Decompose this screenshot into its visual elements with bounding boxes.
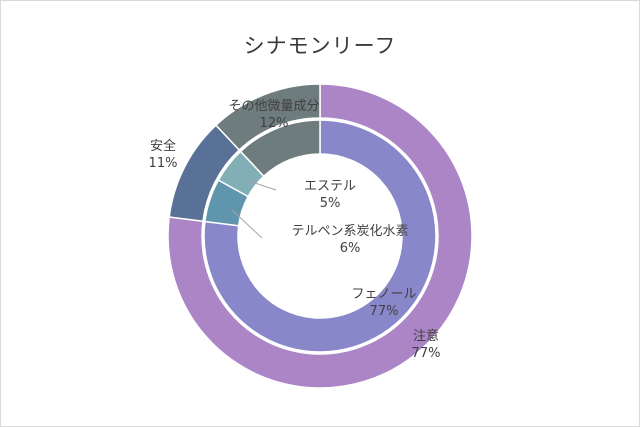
outer-slice-value-label: 12% — [260, 116, 289, 131]
outer-ring — [167, 83, 473, 389]
outer-slice-0 — [167, 83, 473, 389]
inner-ring — [203, 119, 437, 353]
outer-slice-2 — [214, 83, 321, 152]
leader-line — [231, 209, 263, 239]
outer-slice-name-label: その他微量成分 — [228, 99, 319, 114]
outer-slice-name-label: 安全 — [150, 138, 176, 154]
inner-slice-0 — [203, 119, 437, 353]
inner-slice-name-label: エステル — [304, 179, 356, 194]
inner-slice-value-label: 6% — [340, 241, 361, 256]
inner-slice-name-label: テルペン系炭化水素 — [291, 224, 408, 239]
leader-lines — [231, 179, 277, 239]
data-labels: 注意 77% 安全 11% その他微量成分 12% フェノール 77% テルペン系炭化水素 6% エ… — [149, 99, 441, 361]
chart-title: シナモンリーフ — [243, 34, 397, 58]
inner-slice-value-label: 5% — [320, 196, 341, 211]
inner-slice-value-label: 77% — [370, 304, 399, 319]
leader-line — [245, 179, 277, 191]
outer-slice-value-label: 77% — [412, 346, 441, 361]
outer-slice-value-label: 11% — [149, 156, 178, 171]
inner-slice-3 — [239, 119, 321, 178]
outer-slice-name-label: 注意 — [413, 328, 439, 344]
inner-slice-name-label: フェノール — [351, 287, 416, 302]
